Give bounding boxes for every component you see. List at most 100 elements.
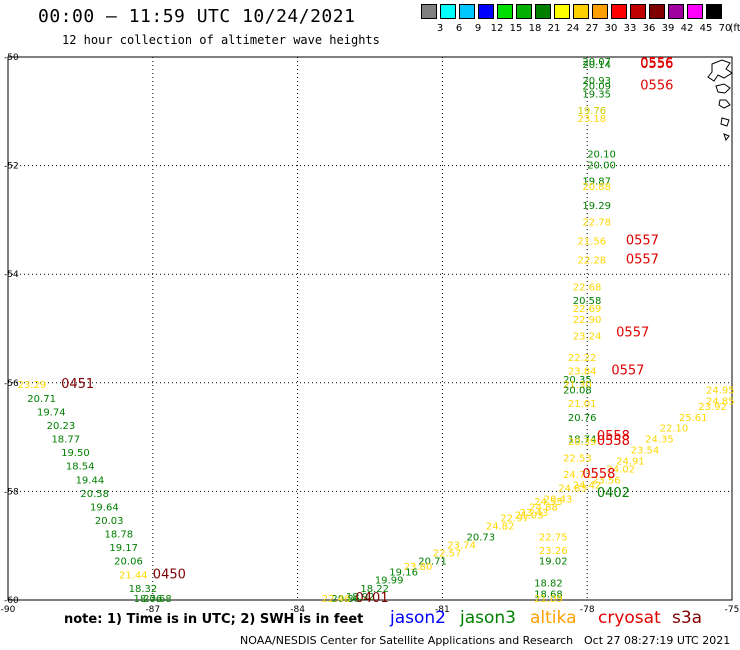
wave-height-value: 24.85 [706,397,735,408]
wave-height-value: 18.54 [66,462,95,473]
scale-swatch [649,4,665,19]
scale-label: 70 [718,23,732,34]
map-frame [7,56,733,601]
wave-height-value: 22.97 [500,513,529,524]
lon-tick-label: -87 [145,605,160,615]
pass-time-label: 0402 [597,486,630,501]
wave-height-value: 20.23 [47,421,76,432]
wave-height-value: 18.78 [105,530,134,541]
page-title: 00:00 – 11:59 UTC 10/24/2021 [38,6,356,27]
wave-height-value: 22.46 [322,594,351,605]
lon-tick-label: -90 [1,605,16,615]
scale-label: 21 [547,23,561,34]
wave-height-value: 22.53 [563,454,592,465]
scale-label: 27 [585,23,599,34]
wave-height-value: 20.58 [80,489,109,500]
lat-tick-label: -54 [4,270,19,280]
legend-jason3: jason3 [460,608,516,628]
wave-height-value: 18.22 [360,584,389,595]
pass-time-label: 0556 [640,79,673,94]
wave-height-value: 22.68 [573,282,602,293]
footer-credit: NOAA/NESDIS Center for Satellite Applica… [240,634,574,647]
footer-note: note: 1) Time is in UTC; 2) SWH is in fe… [64,612,364,627]
scale-swatch [440,4,456,19]
lon-tick-label: -78 [580,605,595,615]
lat-tick-label: -60 [4,596,19,606]
wave-height-value: 20.14 [582,60,611,71]
scale-label: 33 [623,23,637,34]
scale-swatch [668,4,684,19]
lat-tick-label: -58 [4,487,19,497]
pass-time-label: 0558 [597,429,630,444]
legend-cryosat: cryosat [598,608,661,628]
scale-label: 42 [680,23,694,34]
wave-height-value: 22.22 [568,353,597,364]
wave-height-value: 22.78 [582,217,611,228]
wave-height-value: 18.74 [568,435,597,446]
wave-height-value: 21.56 [578,236,607,247]
pass-time-label: 0451 [61,377,94,392]
wave-height-value: 23.56 [592,475,621,486]
wave-height-value: 20.73 [467,532,496,543]
footer-timestamp: Oct 27 08:27:19 UTC 2021 [584,634,731,647]
wave-height-value: 18.68 [534,589,563,600]
wave-height-value: 23.80 [404,562,433,573]
pass-time-labels: 0451045004010402055605560556055705570557… [61,56,673,606]
wave-height-value: 23.84 [568,367,597,378]
scale-swatch [592,4,608,19]
wave-height-value: 23.74 [447,540,476,551]
wave-height-value: 22.28 [578,255,607,266]
wave-height-value: 24.95 [706,386,735,397]
wave-height-value: 19.16 [389,568,418,579]
wave-height-value: 20.03 [95,516,124,527]
scale-unit: (ft) [729,23,740,34]
lat-tick-label: -56 [4,379,19,389]
wave-height-value: 20.76 [568,413,597,424]
scale-label: 12 [490,23,504,34]
scale-label: 3 [436,23,444,34]
wave-height-value: 24.35 [645,435,674,446]
scale-swatch [573,4,589,19]
wave-height-value: 20.58 [573,296,602,307]
wave-height-value: 24.83 [558,483,587,494]
wave-height-value: 24.88 [529,502,558,513]
wave-height-value: 19.87 [582,177,611,188]
pass-time-label: 0450 [153,567,186,582]
scale-label: 6 [455,23,463,34]
scale-label: 45 [699,23,713,34]
scale-swatch [478,4,494,19]
wave-height-value: 24.55 [534,497,563,508]
lon-tick-label: -75 [725,605,740,615]
wave-height-value: 18.92 [346,592,375,603]
wave-height-value: 23.43 [520,508,549,519]
wave-height-value: 23.18 [578,114,607,125]
island-shape [720,117,730,127]
legend-s3a: s3a [672,608,703,628]
wave-height-value: 22.69 [573,304,602,315]
wave-height-value: 19.76 [578,106,607,117]
scale-label: 18 [528,23,542,34]
legend-jason2: jason2 [390,608,446,628]
pass-time-label: 0557 [611,364,644,379]
wave-height-value: 20.08 [563,386,592,397]
scale-swatch [421,4,437,19]
wave-height-value: 24.42 [573,481,602,492]
wave-height-value: 19.99 [375,576,404,587]
wave-height-value: 18.82 [534,578,563,589]
wave-height-value: 20.06 [114,557,143,568]
wave-height-value: 20.07 [582,57,611,68]
scale-swatch [459,4,475,19]
wave-height-value: 22.90 [573,315,602,326]
wave-height-value: 20.93 [582,76,611,87]
wave-height-value: 19.50 [61,448,90,459]
pass-time-label: 0556 [640,56,673,71]
wave-height-value: 25.61 [679,413,708,424]
pass-time-label: 0558 [582,467,615,482]
island-shape [718,99,731,109]
wave-height-value: 20.00 [587,160,616,171]
scale-swatch [687,4,703,19]
wave-height-value: 23.29 [18,380,47,391]
wave-height-labels: 23.29 20.71 19.74 20.23 18.77 19.50 18.54 19.44… [18,57,735,605]
island-shape [723,133,730,142]
pass-time-label: 0557 [616,326,649,341]
